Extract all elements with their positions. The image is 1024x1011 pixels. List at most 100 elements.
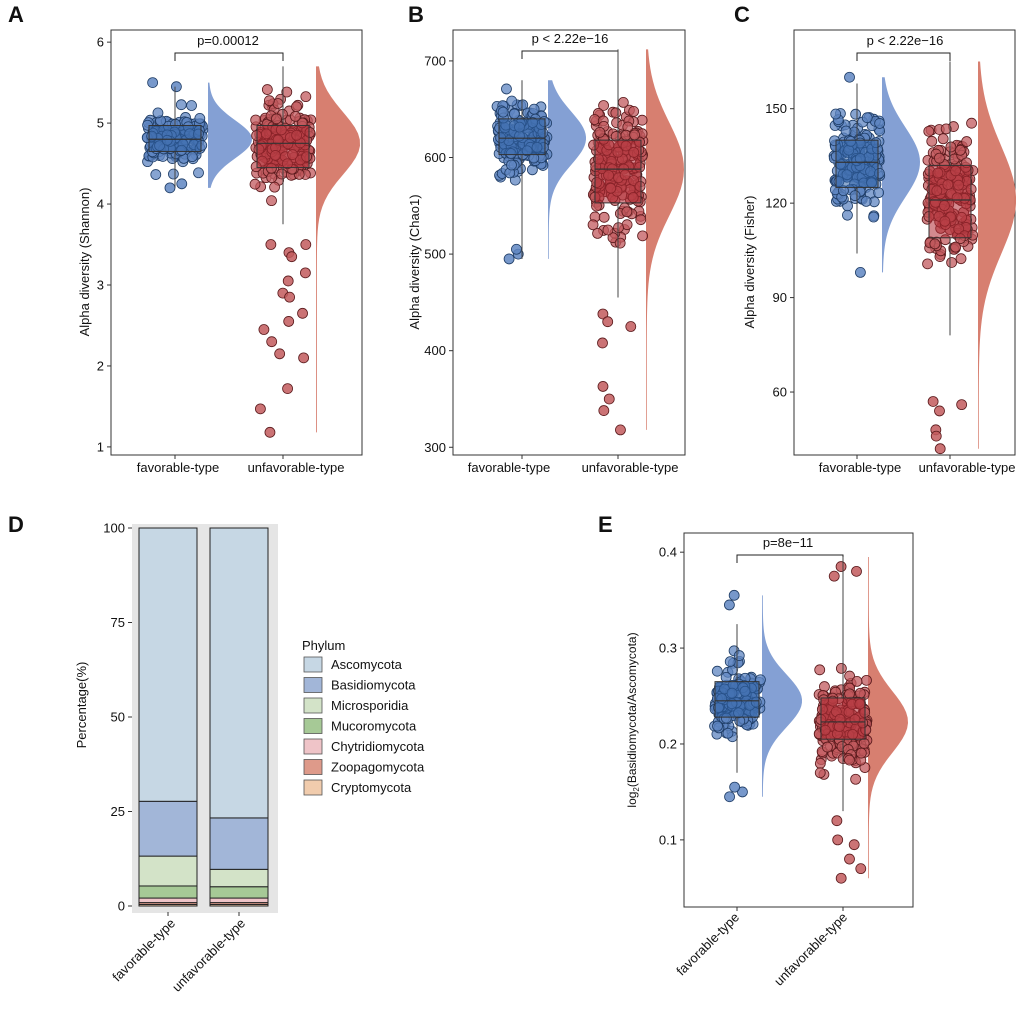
data-point [186,151,198,163]
significance-bracket [856,52,951,61]
data-point [950,241,961,253]
density-favorable [882,77,920,273]
panel-b-xlabel-favorable: favorable-type [468,460,550,475]
box-unfavorable [256,125,310,169]
y-tick-label: 1 [97,439,104,454]
legend-label-cryptomycota: Cryptomycota [331,780,412,795]
data-point [508,108,520,120]
legend-label-mucoromycota: Mucoromycota [331,719,417,734]
box-unfavorable [928,164,972,239]
outlier-point [855,267,866,278]
legend-swatch-basidiomycota [303,677,323,693]
data-point [266,195,277,207]
y-tick-label: 75 [111,615,125,630]
box-unfavorable [594,139,642,204]
data-point [946,257,958,268]
data-point [926,135,938,147]
density-unfavorable [978,61,1016,449]
data-point [840,125,852,137]
outlier-point [835,561,847,572]
data-point [844,670,856,682]
data-point [150,169,162,180]
panel-e-ylabel: log2(Basidiomycota/Ascomycota) [625,632,641,807]
legend-label-ascomycota: Ascomycota [331,657,403,672]
bar-segment-chytridiomycota [209,897,269,904]
panel-b-plot-area [491,49,684,436]
density-unfavorable [868,556,908,879]
density-favorable [208,82,252,188]
data-point [266,172,278,184]
outlier-point [848,839,860,851]
panel-a-xlabel-favorable: favorable-type [137,460,219,475]
y-tick-label: 120 [765,196,787,211]
panel-c-y-ticks: 60 90 120 150 [765,101,951,459]
outlier-point [300,267,311,279]
legend-title: Phylum [302,638,345,653]
panel-d-ylabel: Percentage(%) [74,662,89,749]
outlier-point [724,791,735,803]
data-point [722,727,734,739]
panel-a-pvalue: p=0.00012 [197,33,259,48]
data-point [830,108,842,120]
data-point [528,103,540,115]
data-point [517,99,529,111]
data-point [526,164,538,176]
data-point [168,168,179,180]
data-point [814,757,826,769]
outlier-point [274,348,286,360]
data-point [506,95,518,107]
data-point [940,123,952,135]
outlier-point [282,383,293,395]
outlier-point [835,872,847,884]
panel-a-ylabel: Alpha diversity (Shannon) [77,188,92,337]
outlier-point [176,178,188,190]
y-tick-label: 500 [424,247,446,262]
box-favorable [714,681,760,718]
outlier-point [164,182,176,194]
outlier-point [284,291,296,303]
data-point [261,84,273,95]
legend-swatch-chytridiomycota [303,738,323,755]
data-point [592,228,603,239]
data-point [249,178,261,190]
panel-a: Alpha diversity (Shannon) p=0.00012 favo… [77,29,363,475]
panel-b-ylabel: Alpha diversity (Chao1) [407,194,422,329]
panel-b-y-ticks: 300 400 500 600 700 [424,53,619,459]
data-point [175,99,187,111]
data-point [954,144,966,156]
data-point [628,105,640,117]
data-point [300,91,312,103]
panel-c-xlabel-favorable: favorable-type [819,460,901,475]
panel-d-xlabel-favorable: favorable-type [109,916,178,985]
panel-e: log2(Basidiomycota/Ascomycota) p=8e−11 f… [625,532,914,989]
outlier-point [737,786,748,798]
data-point [814,767,826,779]
outlier-point [625,321,637,332]
y-tick-label: 700 [424,53,446,68]
data-point [945,141,957,153]
data-point [821,741,833,753]
data-point [269,181,280,193]
data-point [923,125,935,137]
density-favorable [548,80,586,259]
panel-e-xlabel-favorable: favorable-type [673,910,742,979]
outlier-point [927,396,939,407]
phylum-legend: Ascomycota Basidiomycota Microsporidia Muco… [303,656,425,796]
panel-a-frame [110,29,363,456]
significance-bracket [174,52,284,61]
data-point [635,214,647,226]
data-point [186,100,197,111]
y-tick-label: 90 [773,290,787,305]
legend-swatch-mucoromycota [303,718,323,734]
bar-segment-basidiomycota [209,817,269,870]
outlier-point [602,316,614,328]
outlier-point [603,393,615,405]
legend-swatch-cryptomycota [303,779,323,796]
panel-b-pvalue: p < 2.22e−16 [532,31,609,46]
outlier-point [255,403,266,415]
data-point [937,133,949,145]
panel-e-frame [683,532,914,908]
panel-e-plot-area [709,554,908,884]
significance-bracket [736,554,844,563]
